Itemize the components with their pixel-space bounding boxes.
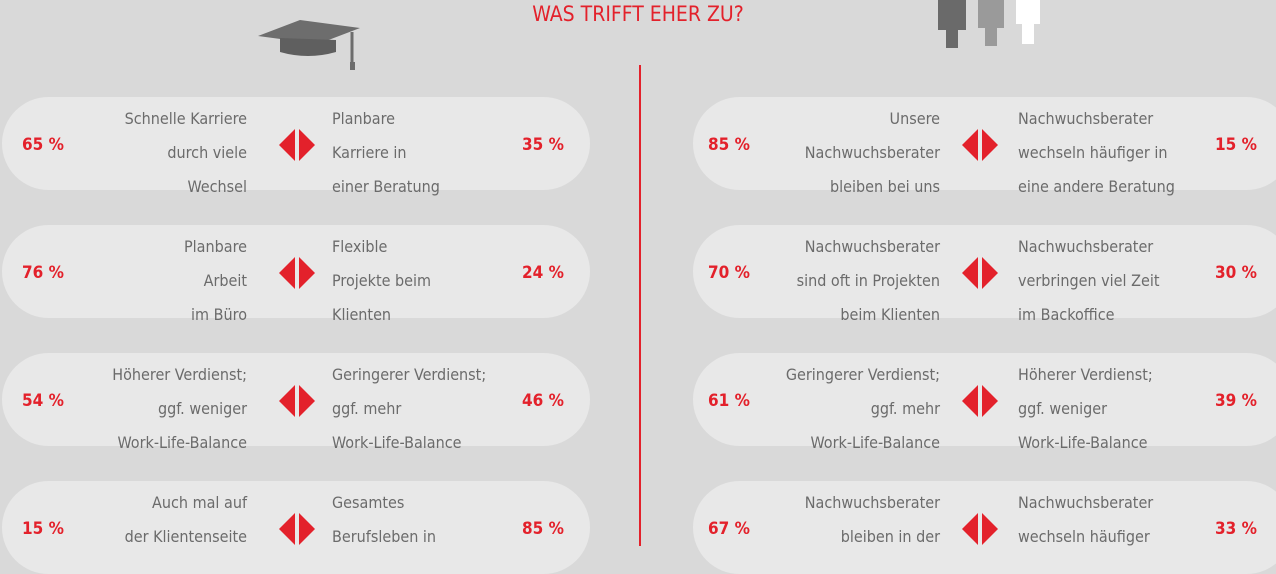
right-text: Work-Life-Balance — [1018, 433, 1148, 452]
right-percent: 24 % — [522, 263, 564, 283]
left-percent: 15 % — [22, 519, 64, 539]
left-text: Nachwuchsberater — [804, 143, 940, 162]
right-percent: 35 % — [522, 135, 564, 155]
right-text: Nachwuchsberater — [1018, 237, 1154, 256]
left-percent: 70 % — [708, 263, 750, 283]
right-text: Nachwuchsberater — [1018, 493, 1154, 512]
left-text: bleiben bei uns — [829, 177, 940, 196]
left-text: Planbare — [183, 237, 247, 256]
person-dark — [938, 0, 966, 48]
arrow — [962, 385, 978, 417]
title: WAS TRIFFT EHER ZU? — [532, 2, 744, 26]
option-pill — [2, 97, 590, 190]
arrow — [982, 385, 998, 417]
left-text: Unsere — [889, 109, 940, 128]
person-light — [1016, 0, 1040, 44]
right-text: wechseln häufiger — [1018, 527, 1150, 546]
left-text: ggf. mehr — [870, 399, 940, 418]
left-text: Schnelle Karriere — [124, 109, 247, 128]
right-text: wechseln häufiger in — [1018, 143, 1168, 162]
decor — [258, 0, 1040, 546]
right-text: im Backoffice — [1018, 305, 1115, 324]
right-text: Flexible — [332, 237, 388, 256]
left-text: Nachwuchsberater — [804, 237, 940, 256]
option-pill — [2, 225, 590, 318]
left-text: sind oft in Projekten — [796, 271, 940, 290]
right-text: eine andere Beratung — [1018, 177, 1175, 196]
option-pill — [2, 353, 590, 446]
right-text: Work-Life-Balance — [332, 433, 462, 452]
right-percent: 30 % — [1215, 263, 1257, 283]
left-text: Work-Life-Balance — [117, 433, 247, 452]
left-text: ggf. weniger — [158, 399, 247, 418]
cap-base — [280, 38, 336, 56]
right-text: Projekte beim — [332, 271, 432, 290]
left-text: Nachwuchsberater — [804, 493, 940, 512]
right-percent: 85 % — [522, 519, 564, 539]
arrow — [279, 129, 295, 161]
arrow — [299, 513, 315, 545]
arrow — [982, 257, 998, 289]
person-mid — [978, 0, 1004, 46]
arrow — [279, 385, 295, 417]
left-text: beim Klienten — [840, 305, 940, 324]
cap-tassel-end — [350, 62, 355, 70]
right-text: Planbare — [332, 109, 396, 128]
right-text: Karriere in — [332, 143, 407, 162]
right-text: ggf. weniger — [1018, 399, 1107, 418]
arrow — [299, 385, 315, 417]
left-percent: 54 % — [22, 391, 64, 411]
right-text: Gesamtes — [332, 493, 405, 512]
left-text: durch viele — [167, 143, 247, 162]
left-percent: 85 % — [708, 135, 750, 155]
right-percent: 33 % — [1215, 519, 1257, 539]
arrow — [962, 129, 978, 161]
arrow — [299, 257, 315, 289]
right-text: Höherer Verdienst; — [1018, 365, 1153, 384]
arrow — [962, 513, 978, 545]
left-text: Wechsel — [187, 177, 247, 196]
cap-top — [258, 20, 360, 44]
arrow — [982, 129, 998, 161]
left-text: bleiben in der — [840, 527, 940, 546]
arrow — [279, 257, 295, 289]
right-text: verbringen viel Zeit — [1018, 271, 1160, 290]
right-text: Berufsleben in — [332, 527, 437, 546]
arrow — [962, 257, 978, 289]
right-percent: 39 % — [1215, 391, 1257, 411]
arrow — [279, 513, 295, 545]
left-text: Geringerer Verdienst; — [785, 365, 940, 384]
left-percent: 65 % — [22, 135, 64, 155]
right-text: Geringerer Verdienst; — [332, 365, 487, 384]
left-percent: 76 % — [22, 263, 64, 283]
left-text: der Klientenseite — [124, 527, 247, 546]
right-text: Klienten — [332, 305, 392, 324]
left-text: Work-Life-Balance — [810, 433, 940, 452]
right-text: ggf. mehr — [332, 399, 402, 418]
left-text: Arbeit — [203, 271, 247, 290]
left-percent: 67 % — [708, 519, 750, 539]
left-text: Höherer Verdienst; — [112, 365, 247, 384]
arrow — [299, 129, 315, 161]
right-percent: 15 % — [1215, 135, 1257, 155]
right-text: Nachwuchsberater — [1018, 109, 1154, 128]
right-percent: 46 % — [522, 391, 564, 411]
arrow — [982, 513, 998, 545]
left-text: Auch mal auf — [152, 493, 247, 512]
left-text: im Büro — [191, 305, 247, 324]
right-text: einer Beratung — [332, 177, 440, 196]
left-percent: 61 % — [708, 391, 750, 411]
